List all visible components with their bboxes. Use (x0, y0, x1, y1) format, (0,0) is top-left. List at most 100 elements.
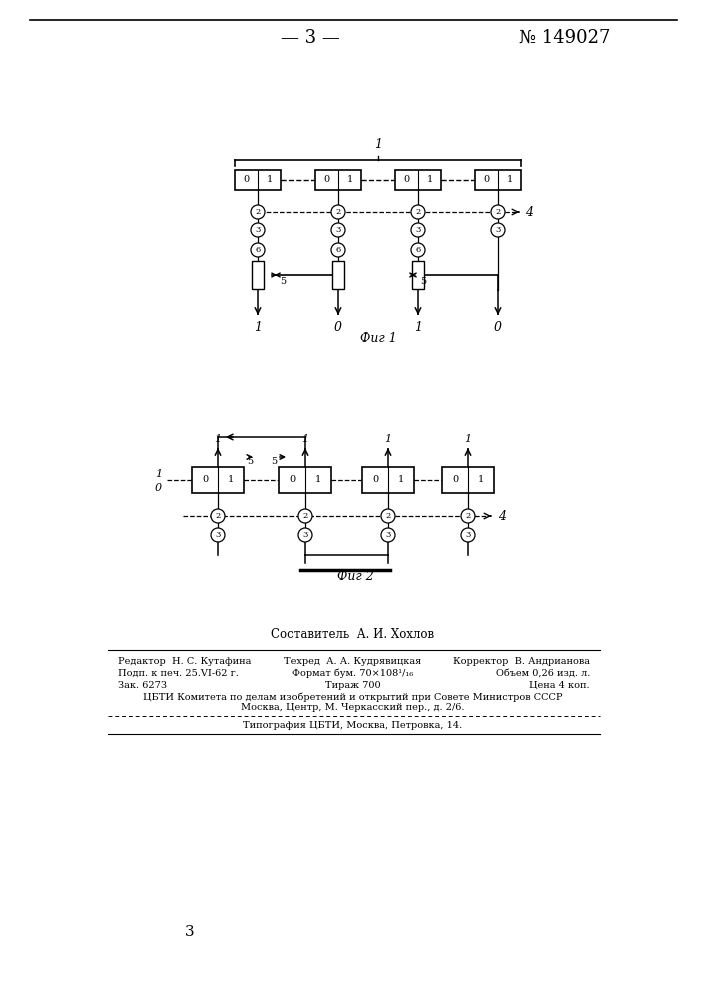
Bar (279, 467, 331, 493)
Text: 1: 1 (254, 321, 262, 334)
Text: 1: 1 (346, 176, 353, 184)
Circle shape (251, 223, 265, 237)
Text: 3: 3 (216, 531, 221, 539)
Text: 0: 0 (494, 321, 502, 334)
Text: 0: 0 (155, 483, 162, 493)
Circle shape (331, 223, 345, 237)
Circle shape (491, 205, 505, 219)
Text: 0: 0 (452, 476, 458, 485)
Text: 3: 3 (335, 226, 341, 234)
Text: 6: 6 (255, 246, 261, 254)
Text: Редактор  Н. С. Кутафина: Редактор Н. С. Кутафина (118, 656, 252, 666)
Text: 0: 0 (289, 476, 295, 485)
Text: Цена 4 коп.: Цена 4 коп. (530, 680, 590, 690)
Circle shape (251, 205, 265, 219)
Text: 1: 1 (478, 476, 484, 485)
Text: 1: 1 (414, 321, 422, 334)
Bar (362, 467, 414, 493)
Text: Фиг 1: Фиг 1 (360, 332, 397, 346)
Text: Подп. к печ. 25.VI-62 г.: Подп. к печ. 25.VI-62 г. (118, 668, 239, 678)
Text: 2: 2 (385, 512, 391, 520)
Circle shape (211, 528, 225, 542)
Text: 1: 1 (426, 176, 433, 184)
Circle shape (461, 509, 475, 523)
Text: Фиг 2: Фиг 2 (337, 570, 373, 584)
Circle shape (381, 528, 395, 542)
Text: 5: 5 (271, 458, 277, 466)
Text: 2: 2 (496, 208, 501, 216)
Text: 6: 6 (335, 246, 341, 254)
Bar (442, 467, 494, 493)
Text: 0: 0 (243, 176, 250, 184)
Text: 0: 0 (484, 176, 489, 184)
Bar (315, 170, 361, 190)
Circle shape (331, 243, 345, 257)
Circle shape (411, 205, 425, 219)
Text: 2: 2 (335, 208, 341, 216)
Text: Формат бум. 70×108¹/₁₆: Формат бум. 70×108¹/₁₆ (293, 668, 414, 678)
Text: 0: 0 (334, 321, 342, 334)
Text: 5: 5 (280, 277, 286, 286)
Text: 0: 0 (323, 176, 329, 184)
Text: 4: 4 (498, 510, 506, 522)
Circle shape (211, 509, 225, 523)
Text: 3: 3 (415, 226, 421, 234)
Text: 2: 2 (416, 208, 421, 216)
Text: 0: 0 (404, 176, 409, 184)
Text: Тираж 700: Тираж 700 (325, 680, 381, 690)
Text: 1: 1 (315, 476, 321, 485)
Text: 2: 2 (303, 512, 308, 520)
Text: 3: 3 (465, 531, 471, 539)
Circle shape (381, 509, 395, 523)
Text: 1: 1 (267, 176, 273, 184)
Text: 6: 6 (416, 246, 421, 254)
Text: 2: 2 (465, 512, 471, 520)
Text: 3: 3 (185, 925, 195, 939)
Text: 1: 1 (464, 434, 472, 444)
Text: 3: 3 (385, 531, 391, 539)
Text: № 149027: № 149027 (520, 29, 611, 47)
Circle shape (461, 528, 475, 542)
Bar (332, 261, 344, 289)
Text: Техред  А. А. Кудрявицкая: Техред А. А. Кудрявицкая (284, 656, 421, 666)
Text: Корректор  В. Андрианова: Корректор В. Андрианова (453, 656, 590, 666)
Bar (252, 261, 264, 289)
Bar (475, 170, 521, 190)
Text: ЦБТИ Комитета по делам изобретений и открытий при Совете Министров СССР: ЦБТИ Комитета по делам изобретений и отк… (144, 692, 563, 702)
Circle shape (491, 223, 505, 237)
Text: 1: 1 (374, 138, 382, 151)
Bar (192, 467, 244, 493)
Text: 4: 4 (525, 206, 533, 219)
Text: 5: 5 (247, 458, 253, 466)
Text: 1: 1 (398, 476, 404, 485)
Text: 3: 3 (496, 226, 501, 234)
Text: Объем 0,26 изд. л.: Объем 0,26 изд. л. (496, 668, 590, 678)
Circle shape (251, 243, 265, 257)
Text: — 3 —: — 3 — (281, 29, 339, 47)
Text: Составитель  А. И. Хохлов: Составитель А. И. Хохлов (271, 629, 435, 642)
Text: 2: 2 (216, 512, 221, 520)
Text: 1: 1 (301, 434, 308, 444)
Bar (395, 170, 441, 190)
Text: 2: 2 (255, 208, 261, 216)
Bar (412, 261, 424, 289)
Text: 0: 0 (202, 476, 208, 485)
Circle shape (298, 509, 312, 523)
Text: 1: 1 (214, 434, 221, 444)
Circle shape (411, 223, 425, 237)
Text: Зак. 6273: Зак. 6273 (118, 680, 167, 690)
Text: Москва, Центр, М. Черкасский пер., д. 2/6.: Москва, Центр, М. Черкасский пер., д. 2/… (241, 704, 464, 712)
Text: Типография ЦБТИ, Москва, Петровка, 14.: Типография ЦБТИ, Москва, Петровка, 14. (243, 720, 462, 730)
Text: 3: 3 (303, 531, 308, 539)
Text: 0: 0 (372, 476, 378, 485)
Text: 3: 3 (255, 226, 261, 234)
Circle shape (298, 528, 312, 542)
Circle shape (411, 243, 425, 257)
Text: 1: 1 (506, 176, 513, 184)
Text: 5: 5 (420, 277, 426, 286)
Circle shape (331, 205, 345, 219)
Text: 1: 1 (228, 476, 234, 485)
Bar (235, 170, 281, 190)
Text: 1: 1 (155, 469, 162, 479)
Text: 1: 1 (385, 434, 392, 444)
